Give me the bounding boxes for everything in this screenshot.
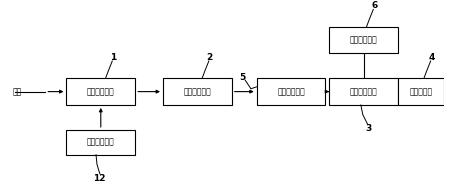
Text: 驱动放大电路: 驱动放大电路 xyxy=(183,87,211,96)
Bar xyxy=(66,78,135,105)
Bar xyxy=(329,78,398,105)
Text: 脉宽变换电路: 脉宽变换电路 xyxy=(87,87,115,96)
Bar xyxy=(257,78,326,105)
Text: 激光器电路: 激光器电路 xyxy=(410,87,433,96)
Bar xyxy=(163,78,232,105)
Text: 基准: 基准 xyxy=(13,87,22,96)
Text: 功率开关电路: 功率开关电路 xyxy=(350,87,378,96)
Text: 有源下拉电路: 有源下拉电路 xyxy=(277,87,305,96)
Text: 2: 2 xyxy=(207,53,213,62)
Text: 1: 1 xyxy=(110,53,116,62)
Text: 温度补偿电路: 温度补偿电路 xyxy=(87,138,115,147)
Text: 6: 6 xyxy=(371,1,377,10)
Text: 4: 4 xyxy=(429,53,435,62)
Text: 12: 12 xyxy=(93,174,105,183)
Text: 5: 5 xyxy=(239,73,246,82)
Bar xyxy=(66,130,135,155)
Bar xyxy=(329,27,398,53)
Text: 滤波储能电路: 滤波储能电路 xyxy=(350,36,378,45)
Bar xyxy=(398,78,444,105)
Text: 3: 3 xyxy=(365,124,372,133)
